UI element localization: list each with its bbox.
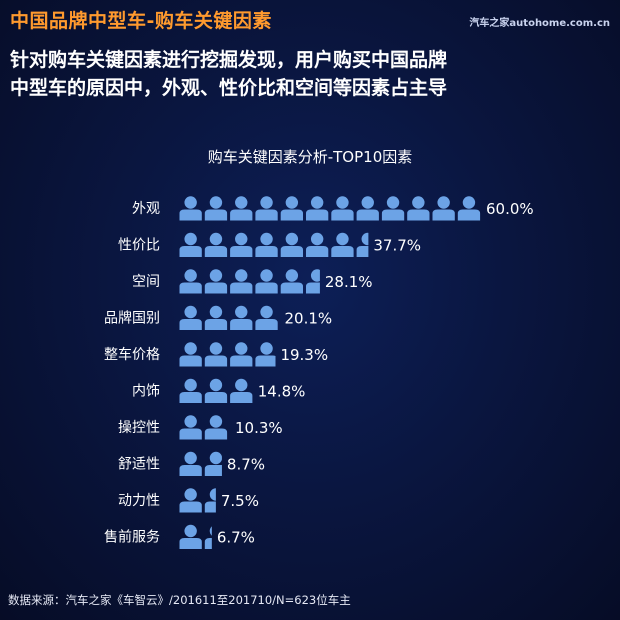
value-label: 37.7%: [373, 237, 421, 255]
value-label: 20.1%: [285, 310, 333, 328]
category-label: 动力性: [118, 493, 160, 509]
person-icon: [204, 415, 228, 440]
value-label: 28.1%: [325, 273, 373, 291]
person-icon: [306, 269, 320, 294]
chart-row: 操控性 10.3%: [118, 415, 283, 440]
person-icon: [179, 524, 202, 549]
value-label: 6.7%: [217, 529, 255, 547]
category-label: 售前服务: [104, 529, 160, 546]
bar-person-icons: [179, 269, 320, 294]
person-icon: [255, 305, 278, 330]
person-icon: [204, 305, 228, 330]
person-icon: [179, 415, 202, 440]
person-icon: [306, 232, 329, 257]
person-icon: [255, 232, 278, 257]
value-label: 10.3%: [235, 419, 283, 437]
chart-row: 舒适性 8.7%: [118, 451, 265, 476]
person-icon: [179, 488, 202, 513]
bar-person-icons: [179, 415, 228, 440]
person-icon: [356, 232, 369, 257]
category-label: 内饰: [132, 384, 160, 400]
person-icon: [255, 196, 278, 221]
person-icon: [230, 196, 253, 221]
person-icon: [230, 269, 253, 294]
person-icon: [356, 196, 379, 221]
chart-row: 整车价格 19.3%: [104, 342, 328, 367]
chart-title: 购车关键因素分析-TOP10因素: [208, 148, 413, 166]
person-icon: [432, 196, 455, 221]
person-icon: [204, 378, 228, 403]
person-icon: [179, 305, 202, 330]
person-icon: [230, 378, 253, 403]
person-icon: [179, 269, 202, 294]
data-source-note: 数据来源：汽车之家《车智云》/201611至201710/N=623位车主: [8, 593, 351, 607]
person-icon: [306, 196, 329, 221]
person-icon: [280, 196, 303, 221]
person-icon: [179, 378, 202, 403]
value-label: 14.8%: [258, 383, 306, 401]
summary-line-2: 中型车的原因中，外观、性价比和空间等因素占主导: [10, 77, 448, 99]
person-icon: [457, 196, 481, 221]
person-icon: [179, 451, 202, 476]
person-icon: [331, 196, 354, 221]
person-icon: [204, 342, 228, 367]
person-icon: [204, 269, 228, 294]
category-label: 舒适性: [118, 457, 160, 473]
category-label: 外观: [132, 201, 160, 217]
chart-row: 空间 28.1%: [132, 269, 373, 294]
person-icon: [204, 451, 222, 476]
person-icon: [255, 342, 276, 367]
chart-row: 动力性 7.5%: [118, 488, 259, 513]
value-label: 60.0%: [486, 200, 534, 218]
person-icon: [179, 232, 202, 257]
value-label: 8.7%: [227, 456, 265, 474]
person-icon: [407, 196, 430, 221]
person-icon: [230, 342, 253, 367]
person-icon: [204, 526, 212, 549]
person-icon: [331, 232, 354, 257]
summary-line-1: 针对购车关键因素进行挖掘发现，用户购买中国品牌: [10, 49, 448, 71]
bar-person-icons: [179, 451, 222, 476]
person-icon: [230, 305, 253, 330]
person-icon: [280, 269, 303, 294]
chart-row: 内饰 14.8%: [132, 378, 306, 403]
bar-person-icons: [179, 342, 276, 367]
bar-person-icons: [179, 196, 481, 221]
bar-person-icons: [179, 378, 253, 403]
person-icon: [179, 342, 202, 367]
category-label: 整车价格: [104, 346, 160, 363]
category-label: 品牌国别: [104, 310, 160, 327]
value-label: 19.3%: [280, 346, 328, 364]
category-label: 操控性: [118, 420, 160, 436]
bar-person-icons: [179, 524, 212, 549]
person-icon: [204, 232, 228, 257]
chart-row: 性价比 37.7%: [118, 232, 421, 257]
person-icon: [381, 196, 405, 221]
category-label: 性价比: [118, 238, 160, 254]
person-icon: [255, 269, 278, 294]
person-icon: [179, 196, 202, 221]
value-label: 7.5%: [221, 492, 259, 510]
person-icon: [280, 232, 303, 257]
person-icon: [204, 196, 228, 221]
chart-row: 品牌国别 20.1%: [104, 305, 333, 330]
person-icon: [204, 488, 216, 513]
chart-row: 外观 60.0%: [132, 196, 534, 221]
bar-person-icons: [179, 232, 369, 257]
watermark-logo: 汽车之家autohome.com.cn: [469, 18, 610, 29]
page-title: 中国品牌中型车-购车关键因素: [10, 10, 272, 32]
chart-row: 售前服务 6.7%: [104, 524, 255, 549]
category-label: 空间: [132, 274, 160, 290]
bar-person-icons: [179, 488, 216, 513]
person-icon: [230, 232, 253, 257]
summary-text: 针对购车关键因素进行挖掘发现，用户购买中国品牌 中型车的原因中，外观、性价比和空…: [10, 46, 610, 102]
bar-person-icons: [179, 305, 278, 330]
